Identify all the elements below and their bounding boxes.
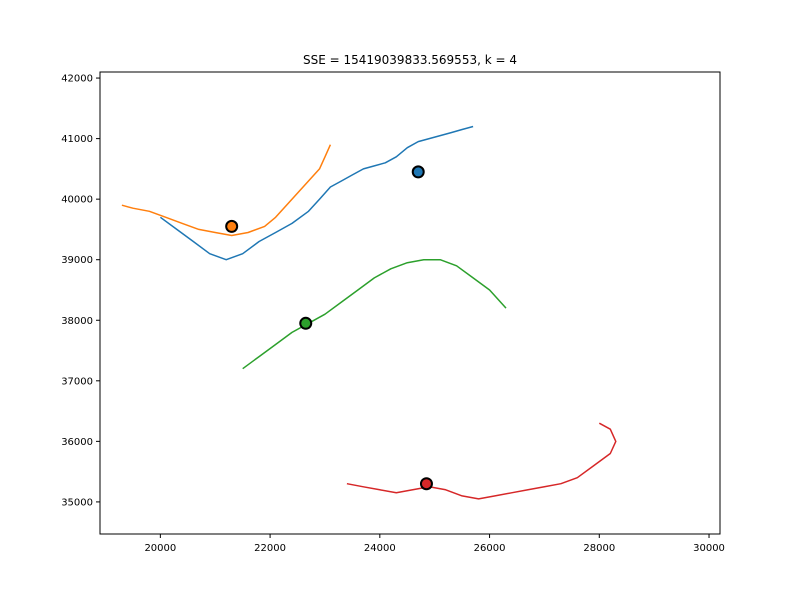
x-tick-label: 22000 [254, 543, 286, 554]
y-tick-label: 39000 [61, 255, 93, 266]
y-tick-label: 37000 [61, 376, 93, 387]
series-3-line [242, 258, 507, 370]
centroid-layer [225, 165, 433, 491]
y-axis: 35000 36000 37000 38000 39000 40000 41000 42000 [61, 74, 100, 508]
centroid-3-marker [299, 316, 313, 330]
y-tick-label: 35000 [61, 497, 93, 508]
x-tick-label: 20000 [144, 543, 176, 554]
x-axis: 20000 22000 24000 26000 28000 30000 [144, 534, 725, 554]
x-tick-label: 26000 [474, 543, 506, 554]
series-layer [121, 125, 617, 500]
y-tick-label: 38000 [61, 316, 93, 327]
series-2-line [121, 144, 332, 237]
y-tick-label: 36000 [61, 437, 93, 448]
y-tick-label: 42000 [61, 74, 93, 85]
x-tick-label: 28000 [583, 543, 615, 554]
plot-frame [99, 71, 721, 535]
y-tick-label: 41000 [61, 134, 93, 145]
x-tick-label: 24000 [364, 543, 396, 554]
x-tick-label: 30000 [693, 543, 725, 554]
series-1-line [159, 125, 474, 261]
series-4-line [346, 422, 617, 500]
centroid-4-marker [419, 477, 433, 491]
y-tick-label: 40000 [61, 195, 93, 206]
chart-title: SSE = 15419039833.569553, k = 4 [303, 53, 517, 67]
centroid-2-marker [225, 219, 239, 233]
centroid-1-marker [411, 165, 425, 179]
